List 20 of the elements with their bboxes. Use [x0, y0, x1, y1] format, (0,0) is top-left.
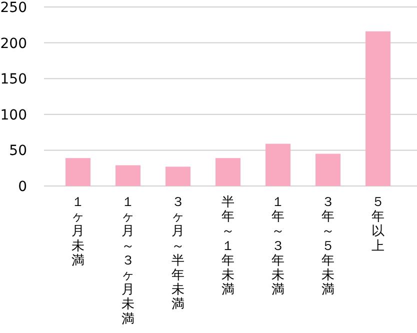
x-tick-label: 半年～１年未満	[222, 195, 234, 298]
y-tick-label: 250	[0, 0, 27, 16]
category-label: １ヶ月～３ヶ月未満	[122, 195, 134, 327]
y-tick-label: 0	[18, 179, 27, 195]
bar	[166, 166, 190, 186]
bar	[116, 165, 140, 186]
y-tick-label: 150	[0, 72, 27, 88]
bar	[366, 31, 390, 186]
bar	[66, 158, 90, 186]
y-tick-label: 50	[9, 143, 27, 160]
bar	[216, 158, 240, 186]
x-tick-label: １年～３年未満	[272, 195, 284, 298]
y-tick-label: 100	[0, 107, 27, 124]
x-tick-label: ５年以上	[372, 195, 384, 254]
x-tick-label: ３ヶ月～半年未満	[172, 195, 184, 312]
x-tick-label: ３年～５年未満	[322, 195, 334, 298]
bar	[266, 144, 290, 186]
y-tick-label: 200	[0, 36, 27, 52]
bar	[316, 154, 340, 186]
x-tick-label: １ヶ月未満	[72, 195, 84, 268]
